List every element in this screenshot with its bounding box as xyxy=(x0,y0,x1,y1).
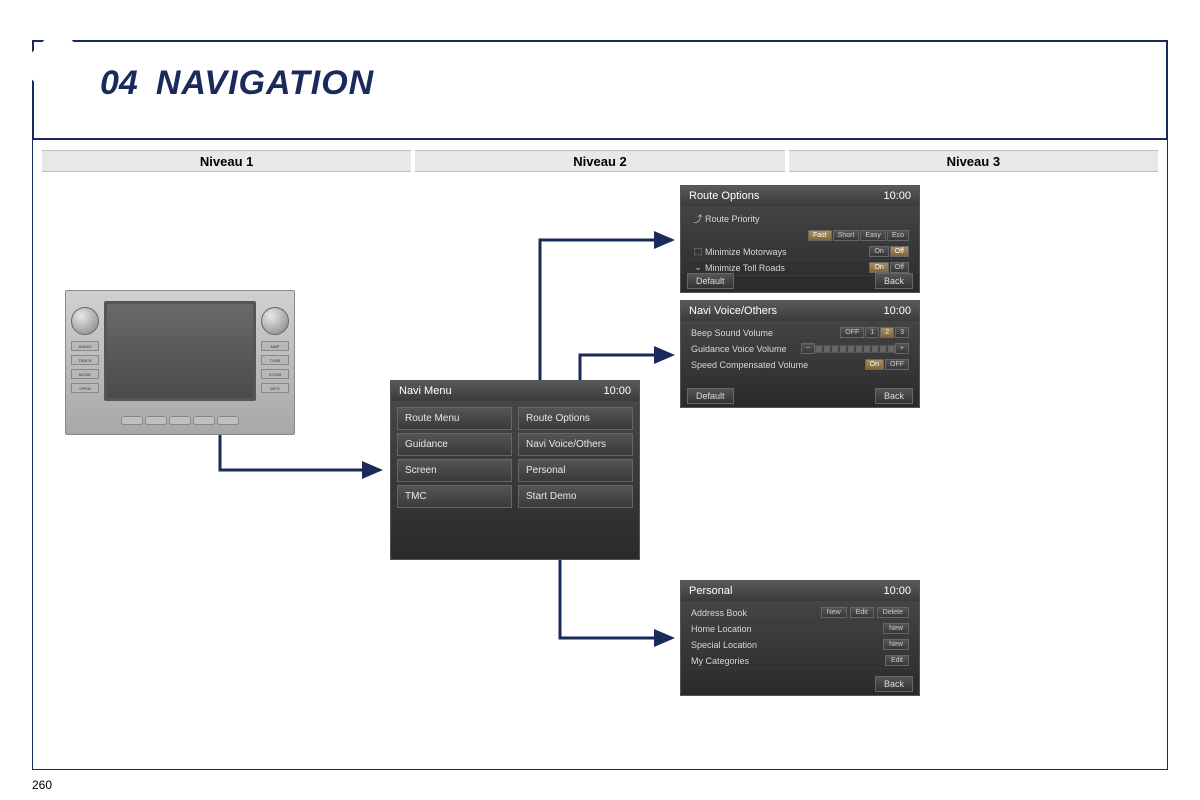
navi-item-route-menu[interactable]: Route Menu xyxy=(397,407,512,430)
personal-footer: Back xyxy=(681,673,919,695)
route-priority-buttons: Fast Short Easy Eco xyxy=(687,228,913,244)
device-screen xyxy=(104,301,256,401)
route-priority-short[interactable]: Short xyxy=(833,230,860,241)
home-location-new[interactable]: New xyxy=(883,623,909,634)
special-location-new[interactable]: New xyxy=(883,639,909,650)
motorways-on[interactable]: On xyxy=(869,246,888,257)
special-location-row: Special Location New xyxy=(687,637,913,653)
route-priority-fast[interactable]: Fast xyxy=(808,230,832,241)
route-options-header: Route Options 10:00 xyxy=(681,186,919,206)
navi-item-guidance[interactable]: Guidance xyxy=(397,433,512,456)
slider-plus[interactable]: + xyxy=(895,343,909,354)
guidance-volume-slider[interactable] xyxy=(815,345,895,353)
route-options-screen: Route Options 10:00 ⤴ Route Priority Fas… xyxy=(680,185,920,293)
guidance-volume-label: Guidance Voice Volume xyxy=(691,344,801,354)
navi-voice-back-button[interactable]: Back xyxy=(875,388,913,404)
navi-item-screen[interactable]: Screen xyxy=(397,459,512,482)
route-options-footer: Default Back xyxy=(681,270,919,292)
beep-3[interactable]: 3 xyxy=(895,327,909,338)
device-btn-zoom: ZOOM xyxy=(261,369,289,379)
page-number: 260 xyxy=(32,778,52,792)
device-btn-tune: TUNE xyxy=(261,355,289,365)
personal-body: Address Book New Edit Delete Home Locati… xyxy=(681,601,919,673)
navi-voice-time: 10:00 xyxy=(883,305,911,317)
navi-voice-header: Navi Voice/Others 10:00 xyxy=(681,301,919,321)
navi-item-personal[interactable]: Personal xyxy=(518,459,633,482)
guidance-volume-row: Guidance Voice Volume − + xyxy=(687,341,913,357)
navi-voice-default-button[interactable]: Default xyxy=(687,388,734,404)
navi-voice-title: Navi Voice/Others xyxy=(689,305,777,317)
device-btn-info: INFO xyxy=(261,383,289,393)
beep-volume-label: Beep Sound Volume xyxy=(691,328,840,338)
my-categories-row: My Categories Edit xyxy=(687,653,913,669)
route-options-back-button[interactable]: Back xyxy=(875,273,913,289)
motorway-icon: ⬚ xyxy=(691,246,705,257)
level-3-header: Niveau 3 xyxy=(789,150,1158,172)
beep-off[interactable]: OFF xyxy=(840,327,864,338)
speed-comp-row: Speed Compensated Volume On OFF xyxy=(687,357,913,373)
navi-voice-body: Beep Sound Volume OFF 1 2 3 Guidance Voi… xyxy=(681,321,919,377)
navi-menu-title: Navi Menu xyxy=(399,385,452,397)
level-2-header: Niveau 2 xyxy=(415,150,784,172)
device-btn-mode: MODE xyxy=(71,369,99,379)
route-priority-easy[interactable]: Easy xyxy=(860,230,886,241)
route-options-default-button[interactable]: Default xyxy=(687,273,734,289)
device-btn-open: OPEN xyxy=(71,383,99,393)
navi-voice-footer: Default Back xyxy=(681,385,919,407)
navi-item-navi-voice[interactable]: Navi Voice/Others xyxy=(518,433,633,456)
speed-comp-off[interactable]: OFF xyxy=(885,359,909,370)
device-btn-track: TRACK xyxy=(71,355,99,365)
device-knob-right xyxy=(261,307,289,335)
device-knob-left xyxy=(71,307,99,335)
navi-menu-grid: Route Menu Route Options Guidance Navi V… xyxy=(391,401,639,514)
my-categories-edit[interactable]: Edit xyxy=(885,655,909,666)
personal-screen: Personal 10:00 Address Book New Edit Del… xyxy=(680,580,920,696)
device-btn-audio: AUDIO xyxy=(71,341,99,351)
address-book-new[interactable]: New xyxy=(821,607,847,618)
navi-voice-screen: Navi Voice/Others 10:00 Beep Sound Volum… xyxy=(680,300,920,408)
level-header-row: Niveau 1 Niveau 2 Niveau 3 xyxy=(40,150,1160,172)
device-bottom-buttons xyxy=(116,416,244,428)
navi-menu-time: 10:00 xyxy=(603,385,631,397)
route-options-time: 10:00 xyxy=(883,190,911,202)
route-options-title: Route Options xyxy=(689,190,759,202)
section-number: 04 xyxy=(100,64,138,103)
minimize-motorways-row: ⬚ Minimize Motorways On Off xyxy=(687,244,913,260)
level-1-header: Niveau 1 xyxy=(42,150,411,172)
my-categories-label: My Categories xyxy=(691,656,882,666)
section-title: NAVIGATION xyxy=(156,64,374,103)
chevron-icon: ⤴ xyxy=(691,212,705,225)
slider-minus[interactable]: − xyxy=(801,343,815,354)
home-location-label: Home Location xyxy=(691,624,880,634)
personal-title: Personal xyxy=(689,585,732,597)
address-book-label: Address Book xyxy=(691,608,818,618)
navi-item-route-options[interactable]: Route Options xyxy=(518,407,633,430)
personal-back-button[interactable]: Back xyxy=(875,676,913,692)
address-book-delete[interactable]: Delete xyxy=(877,607,909,618)
personal-time: 10:00 xyxy=(883,585,911,597)
beep-1[interactable]: 1 xyxy=(865,327,879,338)
speed-comp-on[interactable]: On xyxy=(865,359,884,370)
device-btn-map: MAP xyxy=(261,341,289,351)
address-book-edit[interactable]: Edit xyxy=(850,607,874,618)
speed-comp-label: Speed Compensated Volume xyxy=(691,360,865,370)
minimize-motorways-label: Minimize Motorways xyxy=(705,247,869,257)
route-priority-row: ⤴ Route Priority xyxy=(687,210,913,228)
navigation-device: AUDIO TRACK MODE OPEN MAP TUNE ZOOM INFO xyxy=(65,290,295,435)
special-location-label: Special Location xyxy=(691,640,880,650)
beep-volume-row: Beep Sound Volume OFF 1 2 3 xyxy=(687,325,913,341)
header-text: 04 NAVIGATION xyxy=(100,64,374,103)
navi-item-start-demo[interactable]: Start Demo xyxy=(518,485,633,508)
address-book-row: Address Book New Edit Delete xyxy=(687,605,913,621)
home-location-row: Home Location New xyxy=(687,621,913,637)
route-priority-eco[interactable]: Eco xyxy=(887,230,909,241)
navi-menu-header: Navi Menu 10:00 xyxy=(391,381,639,401)
route-priority-label: Route Priority xyxy=(705,214,909,224)
route-options-body: ⤴ Route Priority Fast Short Easy Eco ⬚ M… xyxy=(681,206,919,280)
personal-header: Personal 10:00 xyxy=(681,581,919,601)
navi-menu-screen: Navi Menu 10:00 Route Menu Route Options… xyxy=(390,380,640,560)
beep-2[interactable]: 2 xyxy=(880,327,894,338)
navi-item-tmc[interactable]: TMC xyxy=(397,485,512,508)
motorways-off[interactable]: Off xyxy=(890,246,909,257)
